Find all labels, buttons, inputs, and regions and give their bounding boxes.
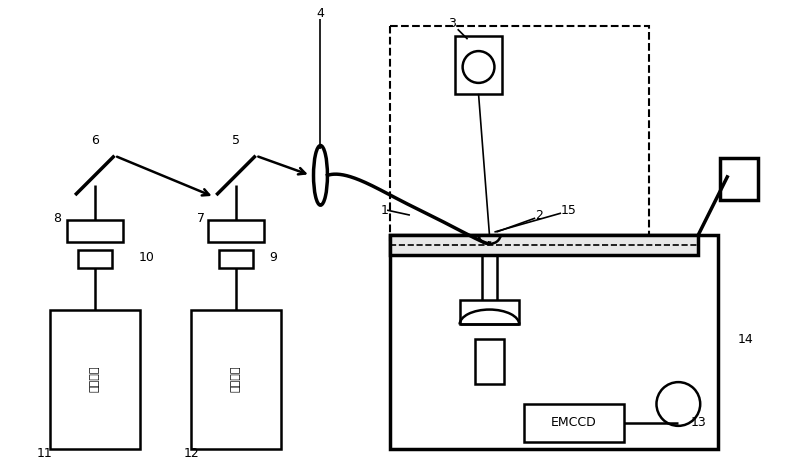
Text: 6: 6	[91, 134, 98, 147]
Text: 13: 13	[690, 416, 706, 430]
Ellipse shape	[314, 145, 327, 205]
Text: 5: 5	[232, 134, 240, 147]
Text: 4: 4	[317, 7, 325, 20]
Bar	[78, 250, 112, 268]
Text: 12: 12	[183, 447, 199, 460]
Text: EMCCD: EMCCD	[551, 416, 597, 430]
Text: 11: 11	[36, 447, 52, 460]
Circle shape	[657, 382, 700, 426]
Text: 7: 7	[197, 212, 205, 225]
Text: 9: 9	[269, 251, 277, 265]
Bar	[720, 159, 758, 200]
Bar	[474, 340, 504, 384]
Bar	[454, 36, 502, 94]
Bar	[390, 26, 649, 240]
Bar	[460, 300, 519, 325]
Bar	[50, 310, 139, 449]
Text: 15: 15	[561, 204, 577, 217]
Text: 8: 8	[53, 212, 61, 225]
Text: 激活激光: 激活激光	[90, 366, 100, 393]
Text: 1: 1	[381, 204, 389, 217]
Text: 2: 2	[535, 209, 543, 222]
Bar	[67, 220, 122, 242]
Bar	[524, 404, 624, 442]
Bar	[390, 235, 718, 449]
Text: 10: 10	[138, 251, 154, 265]
Bar	[208, 220, 264, 242]
Bar	[390, 235, 698, 255]
Text: 3: 3	[448, 17, 456, 30]
Circle shape	[462, 51, 494, 83]
Bar	[191, 310, 281, 449]
Text: 成像激光: 成像激光	[231, 366, 241, 393]
Bar	[219, 250, 253, 268]
Text: 14: 14	[738, 333, 754, 346]
